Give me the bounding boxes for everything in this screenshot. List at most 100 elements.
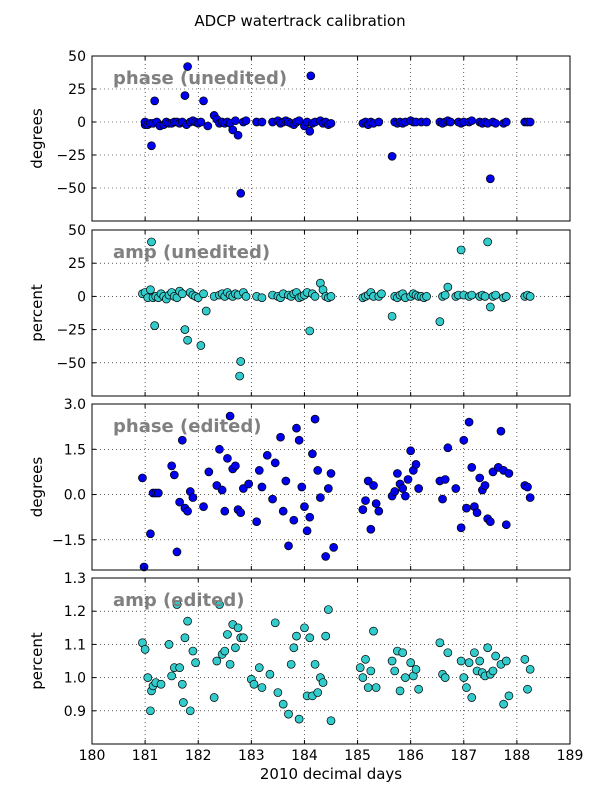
y-tick-label: 0 xyxy=(77,115,86,131)
data-point xyxy=(180,633,190,643)
data-point xyxy=(273,688,283,697)
data-point xyxy=(265,669,275,679)
data-point xyxy=(414,684,423,694)
data-point xyxy=(284,541,293,551)
data-point xyxy=(177,679,187,689)
data-point xyxy=(371,683,381,692)
y-tick-label: 50 xyxy=(68,49,86,65)
data-point xyxy=(523,684,532,694)
data-point xyxy=(470,648,479,658)
data-point xyxy=(220,506,230,516)
data-point xyxy=(443,282,453,292)
data-point xyxy=(411,460,421,469)
y-tick-label: 1.1 xyxy=(64,637,86,653)
data-point xyxy=(204,467,214,477)
y-axis-label: percent xyxy=(28,284,46,342)
data-point xyxy=(401,673,410,682)
data-point xyxy=(180,91,190,100)
data-point xyxy=(254,663,264,672)
data-point xyxy=(501,656,511,666)
data-point xyxy=(164,640,174,649)
data-point xyxy=(390,487,400,496)
data-point xyxy=(175,663,184,672)
data-point xyxy=(183,62,192,71)
data-point xyxy=(199,502,208,511)
data-point xyxy=(177,289,187,299)
x-tick-label: 183 xyxy=(238,748,265,764)
data-point xyxy=(525,117,535,127)
data-point xyxy=(305,126,315,136)
data-point xyxy=(177,435,187,445)
data-point xyxy=(366,524,376,534)
data-point xyxy=(483,237,493,247)
data-point xyxy=(398,648,408,658)
data-point xyxy=(443,648,453,658)
data-point xyxy=(475,473,485,483)
data-point xyxy=(278,506,288,516)
axes-frame xyxy=(91,577,571,745)
data-point xyxy=(313,466,323,475)
y-tick-label: −1.5 xyxy=(52,533,86,549)
data-point xyxy=(464,658,474,668)
y-axis-label: degrees xyxy=(28,457,46,518)
panel-1: phase (unedited) 50 25 0 −25 −50 degrees xyxy=(28,49,571,222)
data-point xyxy=(401,491,410,501)
data-point xyxy=(300,502,309,511)
x-tick-label: 180 xyxy=(79,748,106,764)
data-point xyxy=(203,121,213,131)
data-point xyxy=(156,679,166,689)
data-point xyxy=(175,497,184,507)
data-point xyxy=(305,512,315,522)
data-point xyxy=(422,117,431,127)
data-point xyxy=(358,673,368,682)
data-point xyxy=(403,475,413,484)
data-point xyxy=(369,626,378,636)
data-point xyxy=(323,605,333,614)
data-point xyxy=(440,290,450,300)
data-point xyxy=(167,461,177,471)
data-point xyxy=(236,357,246,366)
x-tick-label: 184 xyxy=(291,748,318,764)
x-tick-label: 186 xyxy=(397,748,424,764)
x-tick-label: 187 xyxy=(450,748,477,764)
data-point xyxy=(414,484,423,493)
data-point xyxy=(257,683,267,692)
data-point xyxy=(377,289,386,299)
axes-frame xyxy=(91,229,571,397)
data-point xyxy=(147,237,156,247)
data-point xyxy=(302,526,312,536)
y-tick-label: 1.5 xyxy=(64,442,86,458)
data-point xyxy=(199,96,208,106)
y-tick-label: −50 xyxy=(56,356,86,372)
y-tick-label: −25 xyxy=(56,148,86,164)
data-point xyxy=(393,469,402,478)
data-point xyxy=(215,600,224,609)
data-point xyxy=(355,663,365,672)
data-point xyxy=(371,499,381,508)
data-point xyxy=(201,306,211,316)
data-point xyxy=(361,654,370,664)
data-point xyxy=(146,529,155,539)
data-point xyxy=(252,517,261,527)
data-point xyxy=(310,292,320,301)
y-tick-label: 1.0 xyxy=(64,671,86,687)
data-point xyxy=(294,435,304,445)
data-point xyxy=(358,505,368,514)
data-point xyxy=(257,293,267,303)
data-point xyxy=(146,285,155,295)
data-point xyxy=(191,658,200,668)
data-point xyxy=(306,71,316,81)
data-point xyxy=(228,125,238,135)
data-point xyxy=(292,423,301,433)
data-point xyxy=(440,673,450,682)
data-point xyxy=(406,446,416,456)
data-point xyxy=(310,659,320,669)
data-point xyxy=(289,643,299,653)
y-tick-label: 3.0 xyxy=(64,397,86,413)
data-point xyxy=(217,485,227,495)
data-point xyxy=(504,691,514,701)
data-point xyxy=(146,706,155,716)
y-tick-label: 0.9 xyxy=(64,704,86,720)
data-point xyxy=(231,116,240,126)
data-point xyxy=(138,473,147,483)
